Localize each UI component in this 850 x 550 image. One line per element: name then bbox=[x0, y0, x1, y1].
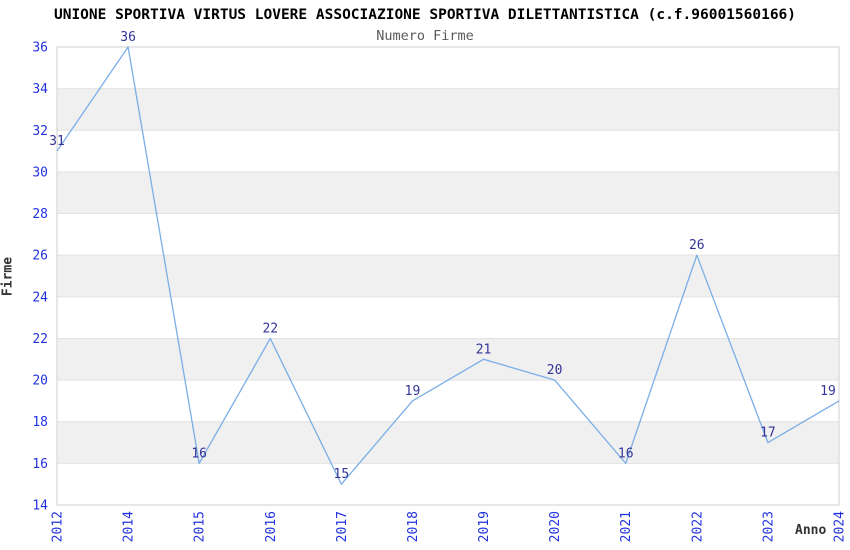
point-label: 15 bbox=[334, 467, 350, 482]
data-line bbox=[56, 46, 840, 485]
x-tick-label: 2012 bbox=[51, 511, 66, 542]
point-label: 19 bbox=[405, 384, 421, 399]
chart-title: UNIONE SPORTIVA VIRTUS LOVERE ASSOCIAZIO… bbox=[53, 7, 797, 23]
plot-border bbox=[56, 46, 840, 506]
x-tick-label: 2023 bbox=[761, 511, 776, 542]
y-tick-label: 18 bbox=[32, 415, 48, 430]
y-tick-label: 20 bbox=[32, 374, 48, 389]
y-tick-label: 28 bbox=[32, 207, 48, 222]
point-label: 31 bbox=[49, 134, 65, 149]
x-tick-label: 2019 bbox=[477, 511, 492, 542]
chart-band bbox=[57, 88, 839, 131]
x-tick-label: 2021 bbox=[619, 511, 634, 542]
point-label: 16 bbox=[618, 446, 634, 461]
y-tick-label: 16 bbox=[32, 457, 48, 472]
x-tick-label: 2017 bbox=[335, 511, 350, 542]
x-axis-title: Anno bbox=[795, 523, 827, 538]
x-tick-label: 2022 bbox=[690, 511, 705, 542]
x-tick-label: 2014 bbox=[122, 511, 137, 542]
x-tick-label: 2020 bbox=[548, 511, 563, 542]
x-tick-label: 2015 bbox=[193, 511, 208, 542]
chart-band bbox=[57, 338, 839, 381]
y-tick-label: 36 bbox=[32, 41, 48, 56]
point-label: 21 bbox=[476, 342, 492, 357]
x-tick-label: 2024 bbox=[833, 511, 848, 542]
point-label: 36 bbox=[120, 30, 136, 45]
y-tick-label: 24 bbox=[32, 290, 48, 305]
y-tick-label: 26 bbox=[32, 249, 48, 264]
y-tick-label: 34 bbox=[32, 82, 48, 97]
point-label: 26 bbox=[689, 238, 705, 253]
chart-band bbox=[57, 421, 839, 464]
y-tick-label: 32 bbox=[32, 124, 48, 139]
point-label: 22 bbox=[262, 321, 278, 336]
point-label: 20 bbox=[547, 363, 563, 378]
x-tick-label: 2018 bbox=[406, 511, 421, 542]
chart-band bbox=[57, 255, 839, 297]
point-label: 17 bbox=[760, 426, 776, 441]
y-tick-label: 22 bbox=[32, 332, 48, 347]
chart-band bbox=[57, 171, 839, 214]
point-label: 16 bbox=[191, 446, 207, 461]
chart-subtitle: Numero Firme bbox=[376, 28, 474, 44]
point-label: 19 bbox=[820, 384, 836, 399]
x-tick-label: 2016 bbox=[264, 511, 279, 542]
y-tick-label: 14 bbox=[32, 499, 48, 514]
y-tick-label: 30 bbox=[32, 165, 48, 180]
